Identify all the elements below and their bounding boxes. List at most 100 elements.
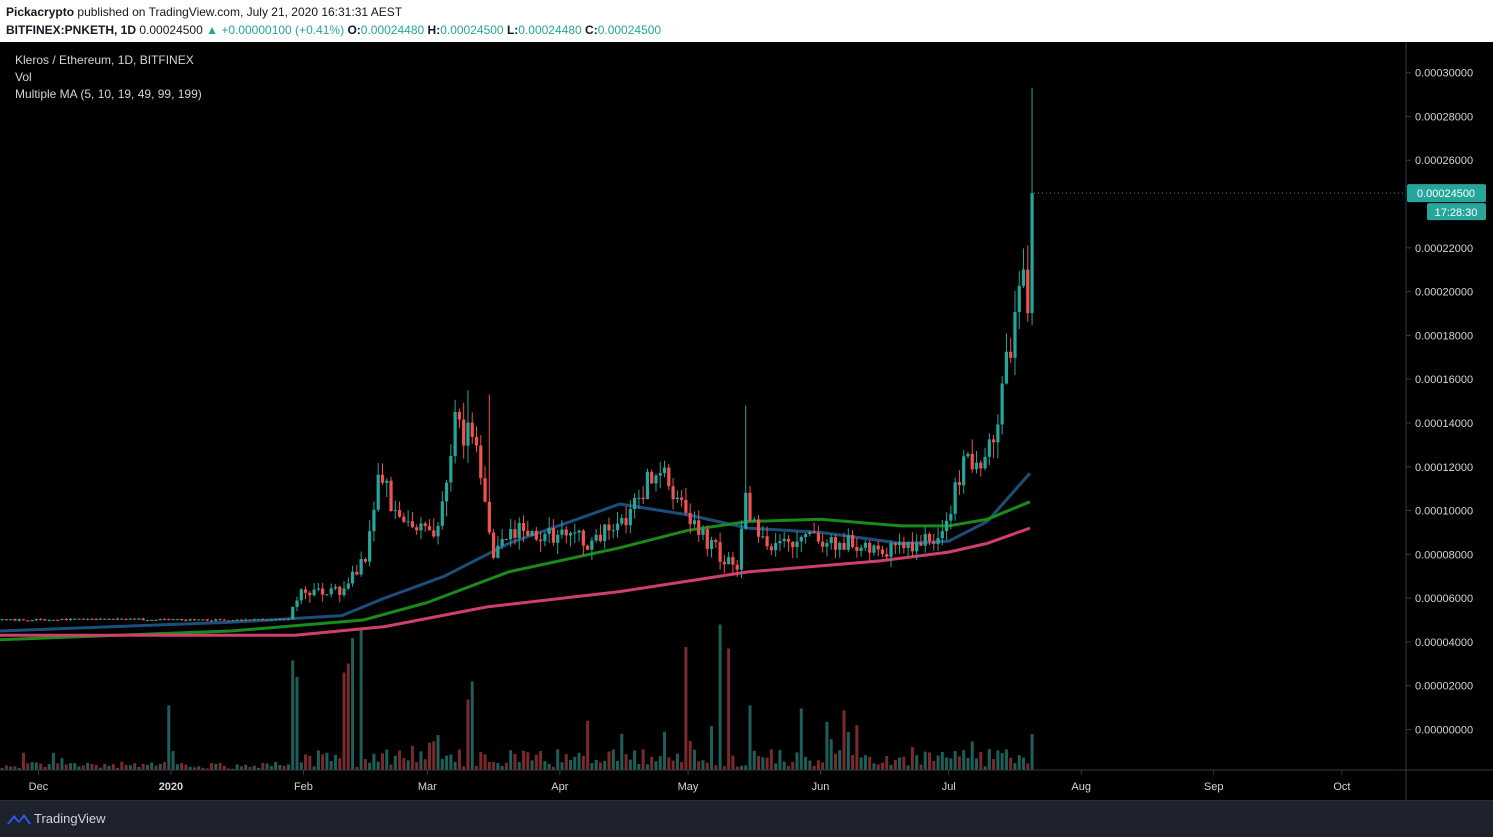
volume-bar [116, 767, 120, 770]
candle-body [897, 541, 902, 546]
candle-body [77, 618, 81, 620]
candle-body [299, 589, 303, 601]
candle-body [94, 619, 98, 621]
author-name[interactable]: Pickacrypto [6, 5, 75, 19]
volume-bar [406, 760, 410, 770]
volume-bar [158, 763, 162, 770]
candle-body [312, 589, 316, 596]
volume-bar [603, 761, 607, 770]
volume-bar [761, 757, 765, 770]
candle-body [124, 618, 128, 620]
candle-body [244, 619, 248, 621]
ma-legend[interactable]: Multiple MA (5, 10, 19, 49, 99, 199) [15, 87, 202, 101]
volume-bar [949, 758, 953, 770]
volume-bar [906, 765, 910, 770]
volume-bar [423, 759, 427, 770]
candle-body [637, 497, 641, 499]
candle-body [158, 618, 162, 621]
candle-body [325, 594, 329, 596]
candle-body [393, 510, 397, 512]
volume-bar [598, 762, 602, 770]
volume-bar [380, 753, 384, 770]
high-value: 0.00024500 [440, 23, 504, 37]
candles [0, 87, 1034, 622]
volume-bar [868, 756, 872, 770]
candle-body [573, 532, 577, 534]
candle-body [714, 540, 718, 543]
candle-body [60, 618, 64, 620]
candle-body [389, 480, 393, 512]
candle-body [603, 524, 607, 542]
candle-body [859, 547, 863, 551]
candle-body [154, 619, 158, 621]
candle-body [949, 513, 953, 521]
y-tick-label: 0.00008000 [1415, 549, 1473, 561]
volume-bar [940, 751, 944, 770]
candle-body [833, 537, 838, 550]
chart-area[interactable]: 0.00030000 0.00028000 0.00026000 0.00022000… [0, 42, 1493, 800]
candle-body [910, 541, 915, 552]
candle-body [1013, 312, 1017, 358]
volume-bar [851, 755, 855, 770]
volume-bar [889, 764, 893, 770]
candle-body [9, 619, 13, 621]
volume-bar [227, 768, 231, 770]
volume-bar [252, 765, 256, 770]
volume-bar [573, 756, 577, 770]
chart-title[interactable]: Kleros / Ethereum, 1D, BITFINEX [15, 53, 194, 67]
volume-bar [684, 647, 688, 770]
volume-bar [269, 765, 273, 770]
volume-bar [432, 741, 436, 770]
candle-body [291, 606, 295, 619]
candle-body [957, 482, 962, 486]
candle-body [906, 541, 910, 549]
candle-body [137, 618, 141, 620]
open-value: 0.00024480 [360, 23, 425, 37]
candle-body [90, 618, 94, 620]
volume-bar [163, 762, 167, 770]
candle-body [427, 525, 432, 531]
candle-body [145, 620, 150, 622]
volume-bar [727, 648, 731, 770]
footer-brand[interactable]: TradingView [34, 811, 106, 826]
volume-bar [351, 638, 355, 770]
candle-body [577, 530, 581, 533]
candle-body [863, 542, 867, 548]
candle-body [235, 619, 239, 621]
candle-body [919, 542, 923, 546]
volume-legend[interactable]: Vol [15, 70, 32, 84]
volume-bar [445, 755, 449, 770]
y-tick-label: 0.00016000 [1415, 374, 1473, 386]
candle-body [1009, 351, 1013, 358]
candle-body [363, 559, 367, 562]
tradingview-logo-icon[interactable] [6, 811, 32, 827]
volume-bar [69, 763, 73, 770]
volume-bar [389, 764, 393, 770]
x-tick-label: Apr [551, 781, 568, 793]
candle-body [744, 492, 748, 529]
y-tick-label: 0.00012000 [1415, 462, 1473, 474]
candle-body [479, 445, 483, 479]
volume-bar [299, 762, 303, 770]
volume-bar [1030, 734, 1034, 770]
candle-body [368, 531, 372, 562]
volume-bar [22, 752, 26, 770]
candle-body [98, 618, 103, 620]
volume-bar [475, 766, 479, 770]
volume-bar [278, 765, 282, 770]
price-chart[interactable]: 0.00030000 0.00028000 0.00026000 0.00022000… [0, 42, 1493, 800]
volume-bar [39, 763, 43, 770]
candle-body [594, 534, 598, 541]
volume-bar [842, 710, 846, 770]
candle-body [128, 618, 132, 620]
candle-body [641, 497, 645, 500]
candle-body [308, 592, 312, 596]
candle-body [756, 519, 761, 537]
candle-body [496, 545, 500, 558]
candle-body [795, 541, 799, 548]
candle-body [868, 542, 872, 553]
volume-bar [757, 755, 761, 770]
countdown-value: 17:28:30 [1435, 207, 1478, 219]
volume-bar [701, 760, 705, 770]
candle-body [880, 549, 885, 555]
